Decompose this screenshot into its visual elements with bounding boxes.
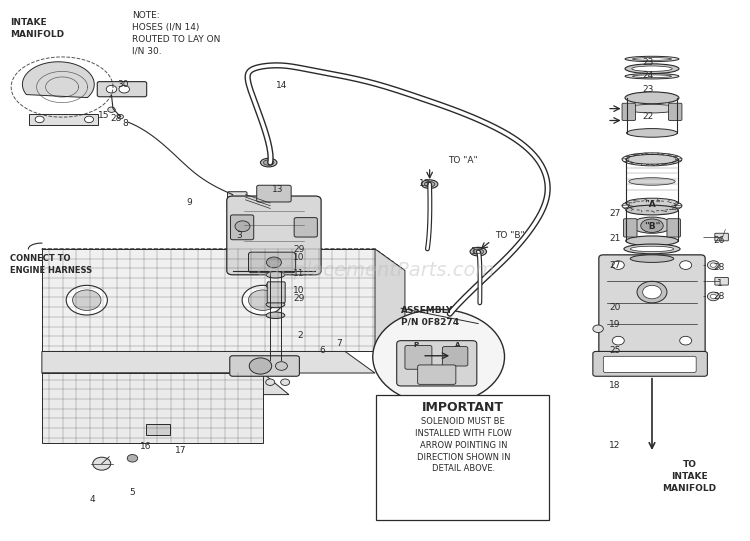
Text: 5: 5 — [129, 489, 134, 497]
FancyBboxPatch shape — [230, 215, 254, 240]
Circle shape — [108, 107, 116, 113]
Ellipse shape — [625, 92, 679, 104]
Polygon shape — [22, 62, 94, 97]
FancyBboxPatch shape — [667, 219, 680, 237]
Circle shape — [35, 116, 44, 123]
Ellipse shape — [626, 236, 678, 246]
Text: P: P — [413, 342, 419, 348]
Ellipse shape — [266, 312, 285, 319]
FancyBboxPatch shape — [98, 82, 147, 97]
Circle shape — [249, 358, 272, 374]
Text: 15: 15 — [98, 110, 109, 120]
Ellipse shape — [266, 301, 285, 308]
Text: 26: 26 — [714, 236, 725, 245]
Ellipse shape — [66, 285, 107, 315]
Text: 10: 10 — [293, 253, 304, 262]
Polygon shape — [42, 352, 375, 373]
Ellipse shape — [624, 244, 680, 254]
Ellipse shape — [626, 104, 677, 113]
FancyBboxPatch shape — [376, 395, 550, 520]
FancyBboxPatch shape — [622, 103, 635, 121]
Text: "A": "A" — [644, 200, 661, 209]
Text: 23: 23 — [643, 58, 654, 67]
Circle shape — [710, 263, 716, 267]
FancyBboxPatch shape — [598, 255, 705, 356]
Ellipse shape — [632, 217, 673, 233]
FancyBboxPatch shape — [230, 356, 299, 376]
Ellipse shape — [260, 159, 277, 167]
Text: 27: 27 — [609, 261, 620, 269]
FancyBboxPatch shape — [256, 185, 291, 202]
FancyBboxPatch shape — [623, 219, 637, 237]
Text: 28: 28 — [110, 114, 122, 123]
Circle shape — [266, 379, 274, 385]
FancyBboxPatch shape — [405, 346, 432, 370]
Circle shape — [707, 261, 719, 269]
Text: TO
INTAKE
MANIFOLD: TO INTAKE MANIFOLD — [662, 460, 716, 493]
FancyBboxPatch shape — [248, 252, 296, 273]
FancyBboxPatch shape — [226, 196, 321, 275]
Ellipse shape — [424, 181, 435, 187]
Polygon shape — [42, 373, 262, 443]
Text: 13: 13 — [419, 179, 430, 188]
Ellipse shape — [625, 56, 679, 62]
Ellipse shape — [628, 202, 676, 209]
Text: 2: 2 — [297, 331, 303, 340]
Text: 20: 20 — [609, 303, 620, 312]
Ellipse shape — [266, 282, 285, 289]
FancyBboxPatch shape — [418, 365, 456, 384]
Text: TO "B": TO "B" — [495, 232, 524, 240]
Text: 11: 11 — [293, 269, 304, 278]
Circle shape — [373, 309, 505, 404]
Text: 1: 1 — [716, 279, 722, 288]
Text: 7: 7 — [336, 339, 342, 348]
Text: SOLENOID MUST BE
INSTALLED WITH FLOW
ARROW POINTING IN
DIRECTION SHOWN IN
DETAIL: SOLENOID MUST BE INSTALLED WITH FLOW ARR… — [415, 417, 512, 473]
Polygon shape — [42, 249, 375, 352]
FancyBboxPatch shape — [267, 282, 285, 303]
Ellipse shape — [626, 155, 678, 164]
FancyBboxPatch shape — [397, 341, 477, 386]
Ellipse shape — [626, 198, 678, 208]
Ellipse shape — [632, 66, 672, 71]
Circle shape — [128, 454, 138, 462]
Circle shape — [612, 337, 624, 345]
Circle shape — [275, 362, 287, 371]
Text: CONNECT TO
ENGINE HARNESS: CONNECT TO ENGINE HARNESS — [10, 254, 92, 275]
Circle shape — [680, 261, 692, 269]
Text: 29: 29 — [293, 246, 304, 254]
Circle shape — [280, 379, 290, 385]
Text: 12: 12 — [609, 441, 620, 450]
Text: 22: 22 — [643, 112, 654, 121]
Circle shape — [266, 257, 281, 268]
Text: A: A — [454, 342, 460, 348]
Circle shape — [235, 221, 250, 232]
Circle shape — [592, 325, 603, 333]
Circle shape — [612, 261, 624, 269]
Polygon shape — [375, 249, 405, 373]
Ellipse shape — [263, 160, 274, 166]
Text: NOTE:
HOSES (I/N 14)
ROUTED TO LAY ON
I/N 30.: NOTE: HOSES (I/N 14) ROUTED TO LAY ON I/… — [132, 11, 220, 56]
Circle shape — [119, 85, 130, 93]
Polygon shape — [29, 114, 98, 125]
FancyBboxPatch shape — [668, 103, 682, 121]
Circle shape — [106, 85, 117, 93]
Circle shape — [85, 116, 94, 123]
Text: 10: 10 — [293, 286, 304, 295]
Text: 28: 28 — [714, 263, 725, 272]
Ellipse shape — [626, 205, 678, 215]
Text: 14: 14 — [276, 82, 287, 90]
Polygon shape — [42, 373, 289, 394]
Ellipse shape — [625, 64, 679, 74]
Circle shape — [707, 292, 719, 301]
FancyBboxPatch shape — [715, 278, 728, 285]
Text: TO "A": TO "A" — [448, 156, 478, 166]
Text: ASSEMBLY
P/N 0F8274: ASSEMBLY P/N 0F8274 — [401, 306, 459, 326]
FancyBboxPatch shape — [715, 233, 728, 241]
Text: 28: 28 — [714, 292, 725, 301]
Text: 8: 8 — [122, 118, 128, 128]
Text: "B": "B" — [644, 222, 661, 231]
Ellipse shape — [266, 272, 285, 278]
FancyBboxPatch shape — [227, 192, 247, 202]
Text: 19: 19 — [609, 320, 620, 329]
Ellipse shape — [248, 290, 277, 311]
